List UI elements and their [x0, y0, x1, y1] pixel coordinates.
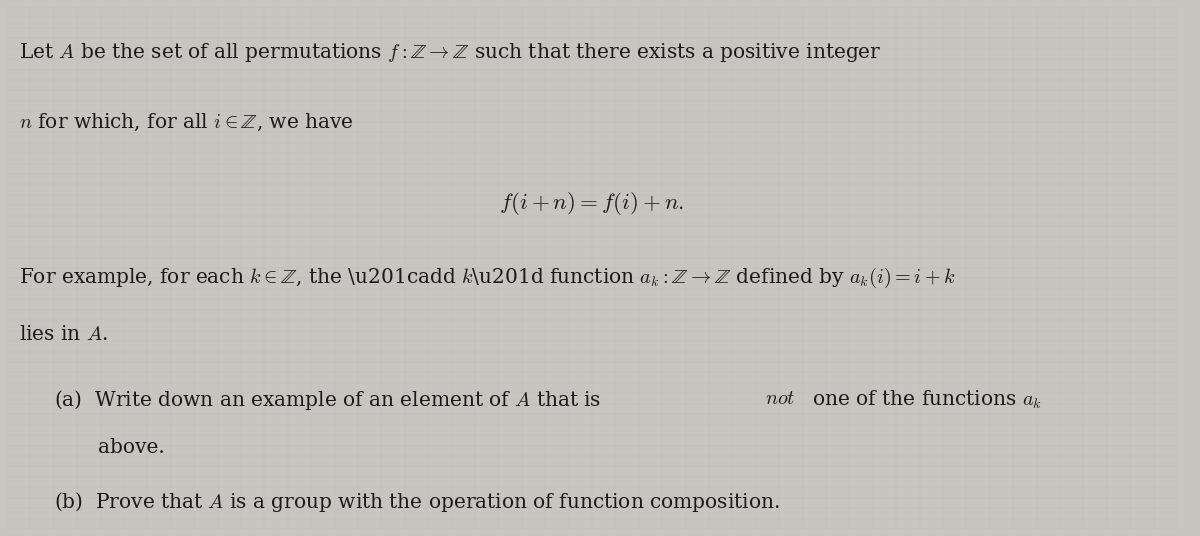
Text: $\mathit{not}$: $\mathit{not}$ [766, 388, 796, 408]
Text: (b)  Prove that $A$ is a group with the operation of function composition.: (b) Prove that $A$ is a group with the o… [54, 490, 780, 514]
Text: $n$ for which, for all $i\in\mathbb{Z}$, we have: $n$ for which, for all $i\in\mathbb{Z}$,… [19, 111, 353, 132]
Text: lies in $A$.: lies in $A$. [19, 325, 108, 345]
Text: one of the functions $a_k$: one of the functions $a_k$ [806, 388, 1042, 411]
Text: For example, for each $k\in\mathbb{Z}$, the \u201cadd $k$\u201d function $a_k:\m: For example, for each $k\in\mathbb{Z}$, … [19, 265, 955, 289]
Text: above.: above. [98, 438, 164, 457]
Text: Let $A$ be the set of all permutations $f:\mathbb{Z}\rightarrow\mathbb{Z}$ such : Let $A$ be the set of all permutations $… [19, 41, 881, 64]
Text: (a)  Write down an example of an element of $A$ that is: (a) Write down an example of an element … [54, 388, 602, 412]
Text: $f(i+n)=f(i)+n.$: $f(i+n)=f(i)+n.$ [499, 190, 684, 217]
